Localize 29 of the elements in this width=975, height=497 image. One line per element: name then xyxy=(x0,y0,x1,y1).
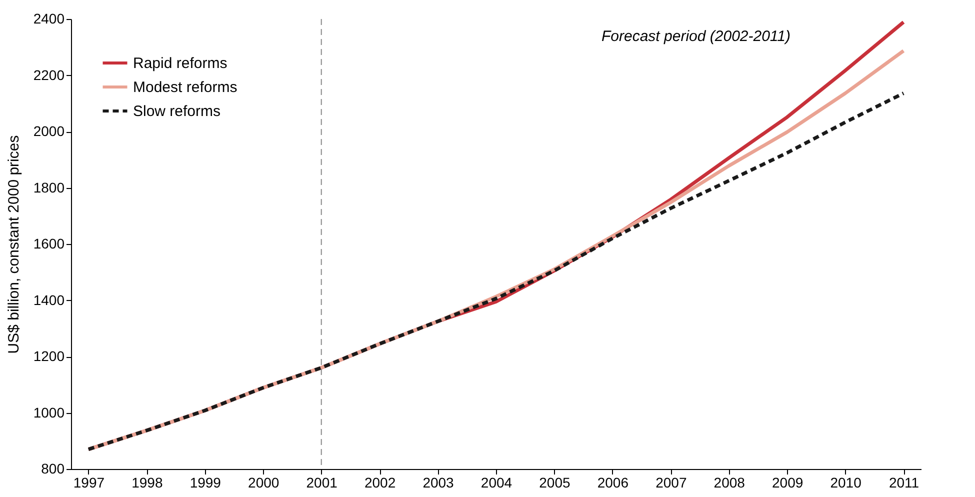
x-tick-label: 2001 xyxy=(306,474,338,490)
x-tick-label: 2002 xyxy=(364,474,396,490)
y-tick-label: 2400 xyxy=(33,10,65,26)
x-tick-label: 2010 xyxy=(830,474,862,490)
x-tick-label: 2011 xyxy=(888,474,920,490)
y-tick-label: 800 xyxy=(41,460,65,476)
y-tick-label: 1800 xyxy=(33,179,65,196)
y-tick-label: 1400 xyxy=(33,292,65,308)
legend-label: Slow reforms xyxy=(133,103,221,120)
x-tick-label: 2003 xyxy=(422,474,454,490)
y-tick-label: 2000 xyxy=(33,123,65,139)
x-tick-label: 2005 xyxy=(539,474,570,490)
x-tick-label: 1997 xyxy=(73,474,105,490)
y-tick-label: 1200 xyxy=(33,348,65,364)
x-tick-label: 1999 xyxy=(190,474,222,490)
y-tick-label: 2200 xyxy=(33,66,65,83)
legend-label: Modest reforms xyxy=(133,79,238,96)
x-tick-label: 2008 xyxy=(714,474,746,490)
x-tick-label: 2007 xyxy=(656,474,687,490)
y-axis-title: US$ billion, constant 2000 prices xyxy=(5,135,22,354)
annotation: Forecast period (2002-2011) xyxy=(602,28,790,45)
y-tick-label: 1000 xyxy=(33,404,65,420)
x-tick-label: 1998 xyxy=(132,474,163,490)
x-tick-label: 2004 xyxy=(480,474,512,490)
x-tick-label: 2009 xyxy=(772,474,804,490)
x-tick-label: 2006 xyxy=(597,474,629,490)
x-tick-label: 2000 xyxy=(248,474,280,490)
legend-label: Rapid reforms xyxy=(133,55,228,72)
y-tick-label: 1600 xyxy=(33,236,65,252)
